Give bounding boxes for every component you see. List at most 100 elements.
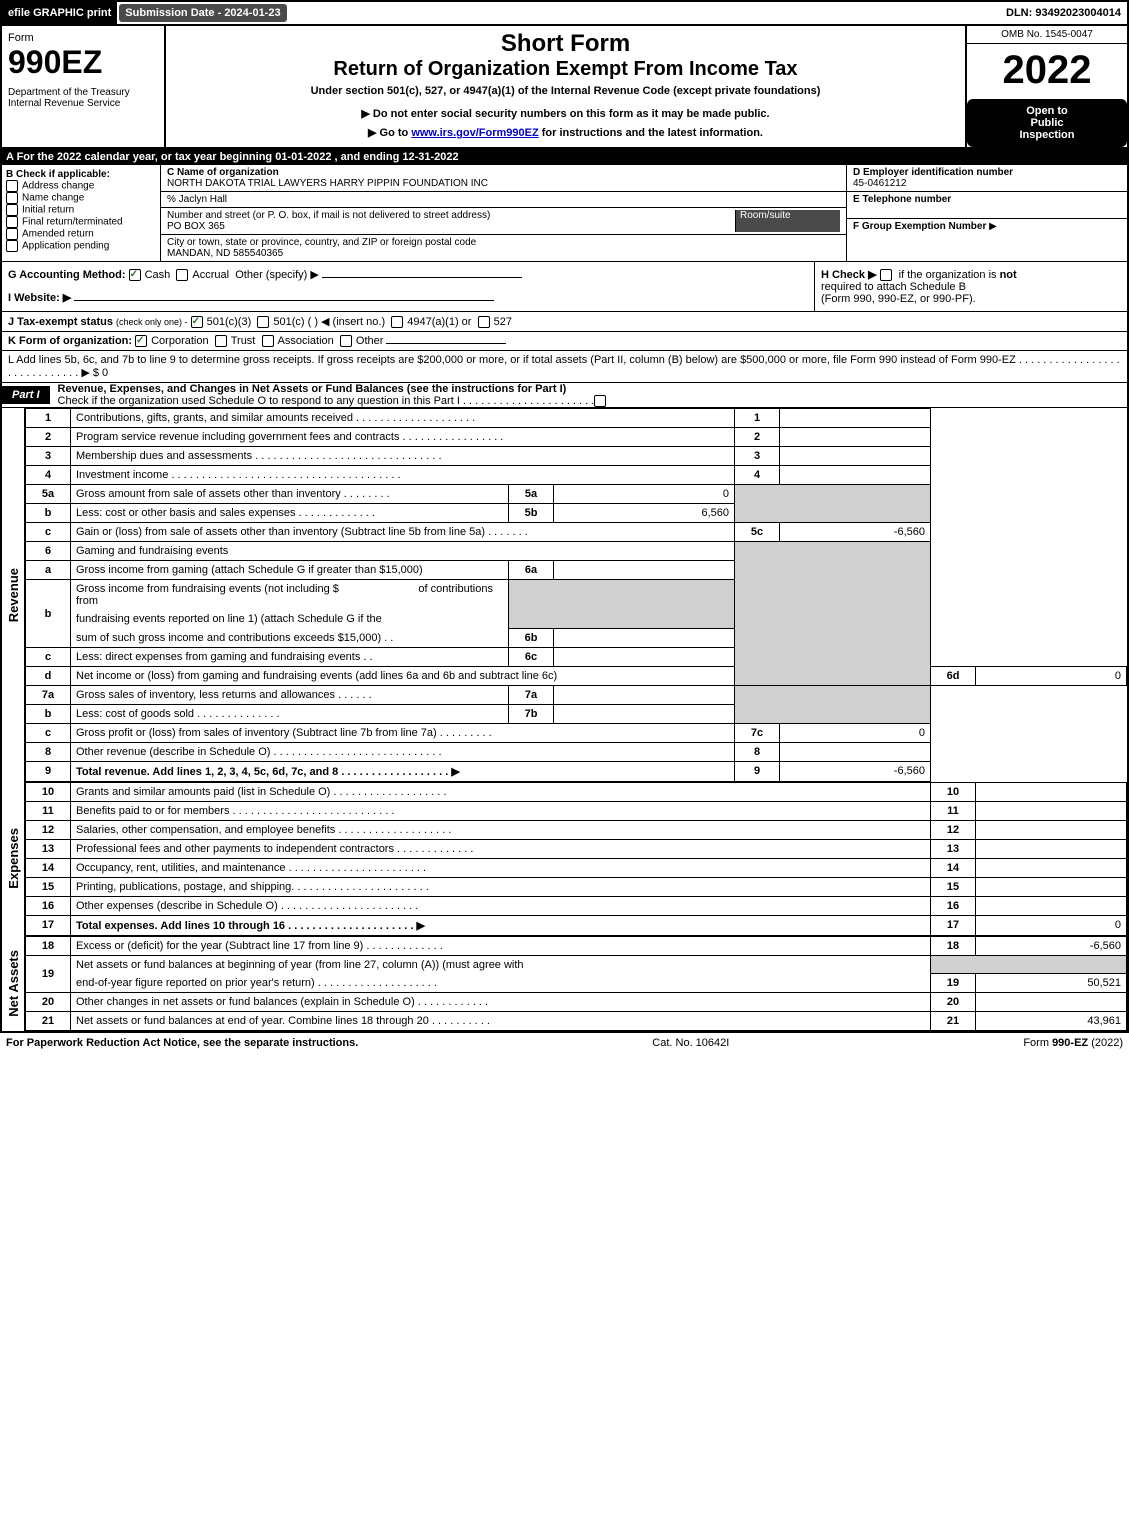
net-assets-table: 18Excess or (deficit) for the year (Subt… <box>25 936 1127 1032</box>
chk-501c3[interactable] <box>191 316 203 328</box>
header-right: OMB No. 1545-0047 2022 Open to Public In… <box>967 26 1127 147</box>
chk-final-return[interactable]: Final return/terminated <box>6 216 156 228</box>
chk-cash[interactable] <box>129 269 141 281</box>
accrual-label: Accrual <box>192 269 229 281</box>
chk-association[interactable] <box>262 335 274 347</box>
h-text: if the organization is <box>899 269 997 281</box>
revenue-table: 1Contributions, gifts, grants, and simil… <box>25 408 1127 782</box>
chk-corporation[interactable] <box>135 335 147 347</box>
form-990ez: efile GRAPHIC print Submission Date - 20… <box>0 0 1129 1033</box>
line-7a: 7aGross sales of inventory, less returns… <box>26 685 1127 704</box>
section-gh-row: G Accounting Method: Cash Accrual Other … <box>2 262 1127 312</box>
other-org-input[interactable] <box>386 343 506 344</box>
other-specify-input[interactable] <box>322 277 522 278</box>
line-12: 12Salaries, other compensation, and empl… <box>26 820 1127 839</box>
expenses-table: 10Grants and similar amounts paid (list … <box>25 782 1127 936</box>
revenue-section: Revenue 1Contributions, gifts, grants, a… <box>2 408 1127 782</box>
cash-label: Cash <box>145 269 171 281</box>
h-line-3: (Form 990, 990-EZ, or 990-PF). <box>821 293 976 305</box>
part-i-check-o: Check if the organization used Schedule … <box>58 395 595 407</box>
section-a-header: A For the 2022 calendar year, or tax yea… <box>2 149 1127 165</box>
cat-no: Cat. No. 10642I <box>358 1037 1023 1049</box>
chk-amended-return[interactable]: Amended return <box>6 228 156 240</box>
f-arrow: ▶ <box>989 221 997 232</box>
goto-prefix: ▶ Go to <box>368 127 411 139</box>
line-7c: cGross profit or (loss) from sales of in… <box>26 723 1127 742</box>
j-501c: 501(c) ( ) ◀ (insert no.) <box>273 316 385 328</box>
efile-graphic-print-button[interactable]: efile GRAPHIC print <box>2 2 117 24</box>
line-6: 6Gaming and fundraising events <box>26 542 1127 561</box>
line-4: 4Investment income . . . . . . . . . . .… <box>26 466 1127 485</box>
line-8: 8Other revenue (describe in Schedule O) … <box>26 742 1127 761</box>
paperwork-notice: For Paperwork Reduction Act Notice, see … <box>6 1037 358 1049</box>
goto-line: ▶ Go to www.irs.gov/Form990EZ for instru… <box>172 126 959 139</box>
j-label: J Tax-exempt status <box>8 316 113 328</box>
line-6d: dNet income or (loss) from gaming and fu… <box>26 666 1127 685</box>
street-value: PO BOX 365 <box>167 221 225 232</box>
line-18: 18Excess or (deficit) for the year (Subt… <box>26 936 1127 955</box>
line-7b: bLess: cost of goods sold . . . . . . . … <box>26 704 1127 723</box>
line-5c: cGain or (loss) from sale of assets othe… <box>26 523 1127 542</box>
form-header: Form 990EZ Department of the Treasury In… <box>2 26 1127 149</box>
tax-year: 2022 <box>967 44 1127 97</box>
line-11: 11Benefits paid to or for members . . . … <box>26 801 1127 820</box>
g-label: G Accounting Method: <box>8 269 126 281</box>
chk-schedule-o-part-i[interactable] <box>594 395 606 407</box>
part-i-badge: Part I <box>2 386 50 404</box>
chk-initial-return[interactable]: Initial return <box>6 204 156 216</box>
k-other: Other <box>356 335 384 347</box>
chk-501c[interactable] <box>257 316 269 328</box>
line-9: 9Total revenue. Add lines 1, 2, 3, 4, 5c… <box>26 761 1127 781</box>
line-5b: bLess: cost or other basis and sales exp… <box>26 504 1127 523</box>
section-c: C Name of organization NORTH DAKOTA TRIA… <box>161 165 847 261</box>
part-i-title: Revenue, Expenses, and Changes in Net As… <box>58 383 567 395</box>
form-footer-right: Form 990-EZ (2022) <box>1023 1037 1123 1049</box>
room-suite-label: Room/suite <box>740 210 791 221</box>
chk-other-org[interactable] <box>340 335 352 347</box>
net-assets-section: Net Assets 18Excess or (deficit) for the… <box>2 936 1127 1032</box>
website-input[interactable] <box>74 300 494 301</box>
other-specify: Other (specify) ▶ <box>235 269 319 281</box>
open-line-1: Open to <box>971 105 1123 117</box>
line-19-1: 19Net assets or fund balances at beginni… <box>26 955 1127 974</box>
subtitle: Under section 501(c), 527, or 4947(a)(1)… <box>172 85 959 97</box>
h-line-2: required to attach Schedule B <box>821 281 966 293</box>
line-6b-3: sum of such gross income and contributio… <box>26 628 1127 647</box>
expenses-side-label: Expenses <box>2 782 25 936</box>
chk-4947[interactable] <box>391 316 403 328</box>
form-word: Form <box>8 32 158 44</box>
dept-treasury: Department of the Treasury <box>8 87 158 98</box>
chk-address-change[interactable]: Address change <box>6 180 156 192</box>
chk-accrual[interactable] <box>176 269 188 281</box>
chk-application-pending[interactable]: Application pending <box>6 240 156 252</box>
chk-name-change[interactable]: Name change <box>6 192 156 204</box>
line-13: 13Professional fees and other payments t… <box>26 839 1127 858</box>
line-1: 1Contributions, gifts, grants, and simil… <box>26 409 1127 428</box>
e-phone-label: E Telephone number <box>853 194 951 205</box>
k-assoc: Association <box>278 335 334 347</box>
irs: Internal Revenue Service <box>8 98 158 109</box>
goto-suffix: for instructions and the latest informat… <box>542 127 763 139</box>
c-name-label: C Name of organization <box>167 167 279 178</box>
net-assets-side-label: Net Assets <box>2 936 25 1032</box>
h-not: not <box>1000 269 1017 281</box>
section-b-label: B Check if applicable: <box>6 169 156 180</box>
line-2: 2Program service revenue including gover… <box>26 428 1127 447</box>
line-5a: 5aGross amount from sale of assets other… <box>26 485 1127 504</box>
open-to-public-badge: Open to Public Inspection <box>967 99 1127 147</box>
j-501c3: 501(c)(3) <box>207 316 252 328</box>
chk-527[interactable] <box>478 316 490 328</box>
line-20: 20Other changes in net assets or fund ba… <box>26 993 1127 1012</box>
section-l: L Add lines 5b, 6c, and 7b to line 9 to … <box>2 351 1127 383</box>
j-527: 527 <box>494 316 512 328</box>
line-6a: aGross income from gaming (attach Schedu… <box>26 561 1127 580</box>
form-title-block: Short Form Return of Organization Exempt… <box>166 26 967 147</box>
open-line-2: Public <box>971 117 1123 129</box>
irs-link[interactable]: www.irs.gov/Form990EZ <box>411 127 538 139</box>
chk-trust[interactable] <box>215 335 227 347</box>
section-bcd-row: B Check if applicable: Address change Na… <box>2 165 1127 262</box>
part-i-header: Part I Revenue, Expenses, and Changes in… <box>2 383 1127 408</box>
open-line-3: Inspection <box>971 129 1123 141</box>
chk-schedule-b-not-required[interactable] <box>880 269 892 281</box>
line-15: 15Printing, publications, postage, and s… <box>26 877 1127 896</box>
